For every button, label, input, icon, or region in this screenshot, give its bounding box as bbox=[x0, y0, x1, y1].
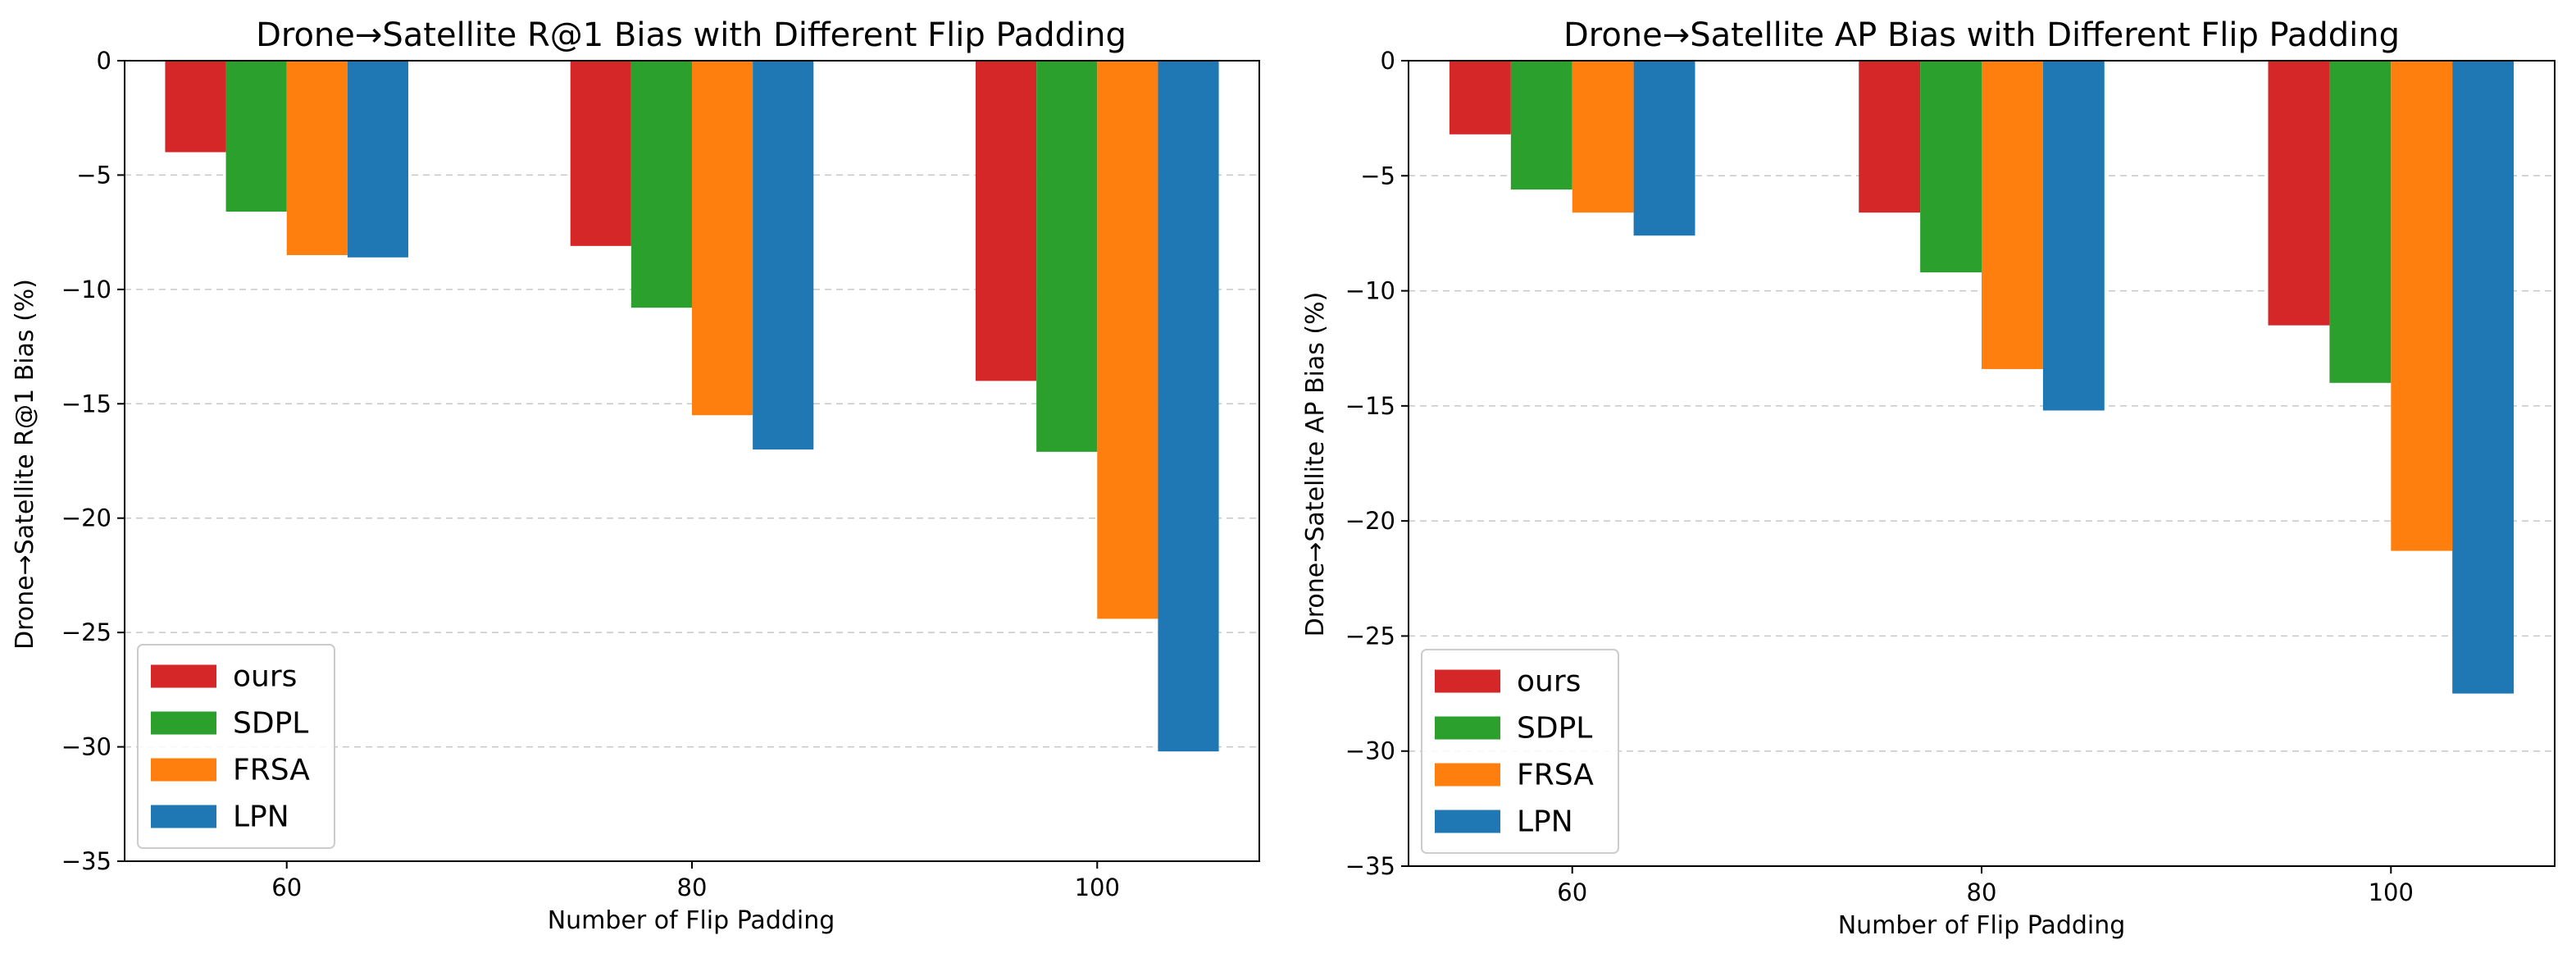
y-axis-label: Drone→Satellite R@1 Bias (%) bbox=[11, 279, 39, 650]
y-tick-label: −5 bbox=[76, 161, 112, 189]
legend-label-ours: ours bbox=[1517, 665, 1581, 699]
legend-label-sdpl: SDPL bbox=[233, 707, 308, 741]
x-tick-label: 100 bbox=[1075, 874, 1120, 901]
y-tick-label: −20 bbox=[1345, 507, 1395, 535]
bar-sdpl-80 bbox=[1920, 61, 1982, 273]
chart-panel-r1: Drone→Satellite R@1 Bias with Different … bbox=[11, 16, 1260, 935]
y-tick-label: 0 bbox=[97, 47, 112, 75]
y-tick-label: −10 bbox=[61, 276, 112, 303]
legend-swatch bbox=[151, 664, 216, 688]
bar-lpn-60 bbox=[1633, 61, 1695, 236]
legend-box bbox=[1421, 649, 1619, 854]
bar-sdpl-100 bbox=[1036, 61, 1098, 452]
legend-label-ours: ours bbox=[233, 660, 297, 694]
legend-label-lpn: LPN bbox=[1517, 805, 1573, 839]
y-tick-label: −25 bbox=[1345, 622, 1395, 650]
bar-sdpl-80 bbox=[630, 61, 692, 308]
legend-swatch bbox=[1435, 810, 1500, 833]
bar-ours-80 bbox=[1859, 61, 1921, 213]
chart-title: Drone→Satellite AP Bias with Different F… bbox=[1563, 16, 2400, 54]
chart-title: Drone→Satellite R@1 Bias with Different … bbox=[256, 16, 1126, 54]
y-axis-label: Drone→Satellite AP Bias (%) bbox=[1301, 292, 1330, 637]
bar-frsa-80 bbox=[692, 61, 753, 416]
legend-swatch bbox=[151, 758, 216, 782]
y-tick-label: −30 bbox=[1345, 737, 1395, 765]
bar-ours-100 bbox=[2268, 61, 2330, 326]
y-tick-label: −15 bbox=[61, 390, 112, 417]
y-tick-label: −35 bbox=[1345, 852, 1395, 880]
bar-sdpl-100 bbox=[2329, 61, 2392, 383]
legend-label-frsa: FRSA bbox=[233, 754, 310, 787]
legend-swatch bbox=[151, 805, 216, 828]
bar-ours-80 bbox=[570, 61, 631, 246]
legend-label-sdpl: SDPL bbox=[1517, 712, 1592, 746]
legend: ours SDPL FRSA LPN bbox=[137, 644, 335, 849]
y-tick-label: −15 bbox=[1345, 392, 1395, 420]
legend-swatch bbox=[1435, 669, 1500, 693]
y-tick-label: −25 bbox=[61, 618, 112, 646]
legend-box bbox=[137, 644, 335, 849]
y-tick-label: 0 bbox=[1381, 47, 1395, 75]
y-tick-label: −10 bbox=[1345, 277, 1395, 305]
bar-ours-60 bbox=[165, 61, 226, 153]
bar-frsa-80 bbox=[1982, 61, 2043, 369]
x-tick-label: 60 bbox=[271, 874, 302, 901]
legend-swatch bbox=[151, 711, 216, 735]
legend: ours SDPL FRSA LPN bbox=[1421, 649, 1619, 854]
chart-panel-ap: Drone→Satellite AP Bias with Different F… bbox=[1301, 16, 2556, 940]
x-axis-label: Number of Flip Padding bbox=[1838, 911, 2126, 940]
legend-label-frsa: FRSA bbox=[1517, 759, 1594, 792]
bar-ours-60 bbox=[1449, 61, 1511, 135]
bar-frsa-60 bbox=[286, 61, 348, 256]
bar-frsa-100 bbox=[1097, 61, 1158, 619]
bar-frsa-100 bbox=[2391, 61, 2453, 551]
bar-sdpl-60 bbox=[225, 61, 287, 212]
bar-lpn-100 bbox=[1158, 61, 1219, 752]
x-axis-label: Number of Flip Padding bbox=[548, 906, 835, 935]
bar-lpn-80 bbox=[753, 61, 814, 450]
x-tick-label: 80 bbox=[1967, 878, 1997, 906]
legend-swatch bbox=[1435, 763, 1500, 787]
bar-lpn-100 bbox=[2452, 61, 2515, 694]
bar-frsa-60 bbox=[1572, 61, 1634, 213]
x-tick-label: 100 bbox=[2369, 878, 2414, 906]
legend-swatch bbox=[1435, 716, 1500, 740]
bar-lpn-80 bbox=[2042, 61, 2105, 411]
y-tick-label: −35 bbox=[61, 847, 112, 875]
y-tick-label: −20 bbox=[61, 504, 112, 532]
bar-sdpl-60 bbox=[1510, 61, 1572, 190]
y-tick-label: −5 bbox=[1360, 162, 1395, 189]
bar-lpn-60 bbox=[347, 61, 408, 258]
y-tick-label: −30 bbox=[61, 733, 112, 761]
x-tick-label: 80 bbox=[677, 874, 708, 901]
bar-ours-100 bbox=[976, 61, 1037, 381]
legend-label-lpn: LPN bbox=[233, 801, 289, 834]
x-tick-label: 60 bbox=[1557, 878, 1587, 906]
